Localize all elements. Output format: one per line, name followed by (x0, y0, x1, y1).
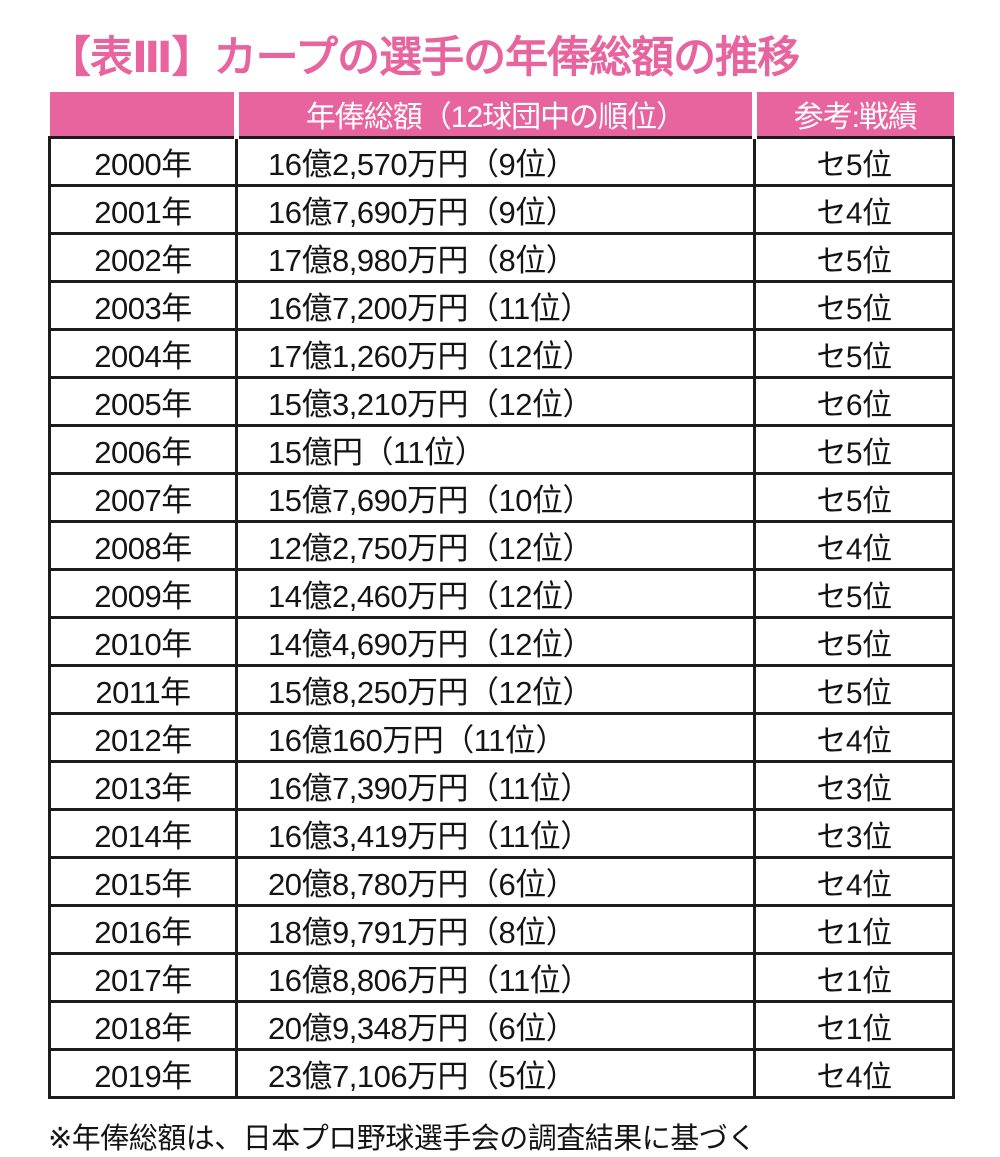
header-cell-year (49, 92, 237, 140)
year-cell: 2009年 (48, 568, 238, 620)
table-row: 2010年 14億4,690万円（12位） セ5位 (48, 616, 955, 668)
result-cell: セ5位 (753, 568, 955, 620)
table-row: 2015年 20億8,780万円（6位） セ4位 (48, 856, 955, 908)
year-cell: 2008年 (48, 520, 238, 572)
salary-cell: 18億9,791万円（8位） (235, 904, 756, 956)
table-row: 2005年 15億3,210万円（12位） セ6位 (48, 376, 955, 428)
table-row: 2008年 12億2,750万円（12位） セ4位 (48, 520, 955, 572)
salary-cell: 12億2,750万円（12位） (235, 520, 756, 572)
table-row: 2012年 16億160万円（11位） セ4位 (48, 712, 955, 764)
table-row: 2016年 18億9,791万円（8位） セ1位 (48, 904, 955, 956)
salary-cell: 15億3,210万円（12位） (235, 376, 756, 428)
year-cell: 2001年 (48, 184, 238, 236)
salary-table: 年俸総額（12球団中の順位） 参考:戦績 2000年 16億2,570万円（9位… (48, 92, 955, 1100)
table-row: 2001年 16億7,690万円（9位） セ4位 (48, 184, 955, 236)
salary-cell: 14億4,690万円（12位） (235, 616, 756, 668)
table-body: 2000年 16億2,570万円（9位） セ5位 2001年 16億7,690万… (48, 136, 955, 1100)
salary-cell: 16億7,200万円（11位） (235, 280, 756, 332)
table-row: 2017年 16億8,806万円（11位） セ1位 (48, 952, 955, 1004)
footnote: ※年俸総額は、日本プロ野球選手会の調査結果に基づく (48, 1123, 756, 1156)
result-cell: セ5位 (753, 424, 955, 476)
year-cell: 2006年 (48, 424, 238, 476)
salary-cell: 16億8,806万円（11位） (235, 952, 756, 1004)
header-cell-salary: 年俸総額（12球団中の順位） (234, 92, 757, 140)
salary-cell: 15億円（11位） (235, 424, 756, 476)
result-cell: セ3位 (753, 808, 955, 860)
result-cell: セ5位 (753, 616, 955, 668)
year-cell: 2014年 (48, 808, 238, 860)
result-cell: セ4位 (753, 520, 955, 572)
table-row: 2002年 17億8,980万円（8位） セ5位 (48, 232, 955, 284)
year-cell: 2004年 (48, 328, 238, 380)
result-cell: セ5位 (753, 280, 955, 332)
salary-cell: 16億3,419万円（11位） (235, 808, 756, 860)
salary-cell: 16億7,390万円（11位） (235, 760, 756, 812)
result-cell: セ4位 (753, 1048, 955, 1100)
year-cell: 2018年 (48, 1000, 238, 1052)
table-row: 2007年 15億7,690万円（10位） セ5位 (48, 472, 955, 524)
page-title: 【表Ⅲ】カープの選手の年俸総額の推移 (48, 34, 800, 82)
year-cell: 2003年 (48, 280, 238, 332)
table-row: 2011年 15億8,250万円（12位） セ5位 (48, 664, 955, 716)
salary-cell: 20億8,780万円（6位） (235, 856, 756, 908)
salary-cell: 15億7,690万円（10位） (235, 472, 756, 524)
result-cell: セ5位 (753, 232, 955, 284)
salary-cell: 20億9,348万円（6位） (235, 1000, 756, 1052)
table-row: 2018年 20億9,348万円（6位） セ1位 (48, 1000, 955, 1052)
year-cell: 2005年 (48, 376, 238, 428)
table-row: 2019年 23億7,106万円（5位） セ4位 (48, 1048, 955, 1100)
year-cell: 2002年 (48, 232, 238, 284)
year-cell: 2013年 (48, 760, 238, 812)
result-cell: セ5位 (753, 472, 955, 524)
result-cell: セ5位 (753, 136, 955, 188)
result-cell: セ1位 (753, 1000, 955, 1052)
result-cell: セ6位 (753, 376, 955, 428)
year-cell: 2019年 (48, 1048, 238, 1100)
result-cell: セ4位 (753, 184, 955, 236)
year-cell: 2000年 (48, 136, 238, 188)
table-row: 2014年 16億3,419万円（11位） セ3位 (48, 808, 955, 860)
year-cell: 2016年 (48, 904, 238, 956)
salary-cell: 16億160万円（11位） (235, 712, 756, 764)
year-cell: 2010年 (48, 616, 238, 668)
table-row: 2006年 15億円（11位） セ5位 (48, 424, 955, 476)
table-header: 年俸総額（12球団中の順位） 参考:戦績 (49, 92, 954, 140)
result-cell: セ4位 (753, 712, 955, 764)
table-row: 2003年 16億7,200万円（11位） セ5位 (48, 280, 955, 332)
table-row: 2013年 16億7,390万円（11位） セ3位 (48, 760, 955, 812)
header-cell-result: 参考:戦績 (754, 92, 954, 140)
result-cell: セ5位 (753, 664, 955, 716)
salary-cell: 17億8,980万円（8位） (235, 232, 756, 284)
salary-cell: 16億7,690万円（9位） (235, 184, 756, 236)
table-row: 2004年 17億1,260万円（12位） セ5位 (48, 328, 955, 380)
salary-cell: 17億1,260万円（12位） (235, 328, 756, 380)
year-cell: 2011年 (48, 664, 238, 716)
year-cell: 2015年 (48, 856, 238, 908)
result-cell: セ5位 (753, 328, 955, 380)
salary-cell: 14億2,460万円（12位） (235, 568, 756, 620)
result-cell: セ3位 (753, 760, 955, 812)
result-cell: セ1位 (753, 952, 955, 1004)
salary-cell: 16億2,570万円（9位） (235, 136, 756, 188)
table-row: 2009年 14億2,460万円（12位） セ5位 (48, 568, 955, 620)
salary-cell: 23億7,106万円（5位） (235, 1048, 756, 1100)
result-cell: セ1位 (753, 904, 955, 956)
year-cell: 2017年 (48, 952, 238, 1004)
table-header-row: 年俸総額（12球団中の順位） 参考:戦績 (49, 92, 954, 140)
year-cell: 2012年 (48, 712, 238, 764)
salary-cell: 15億8,250万円（12位） (235, 664, 756, 716)
result-cell: セ4位 (753, 856, 955, 908)
table-row: 2000年 16億2,570万円（9位） セ5位 (48, 136, 955, 188)
year-cell: 2007年 (48, 472, 238, 524)
